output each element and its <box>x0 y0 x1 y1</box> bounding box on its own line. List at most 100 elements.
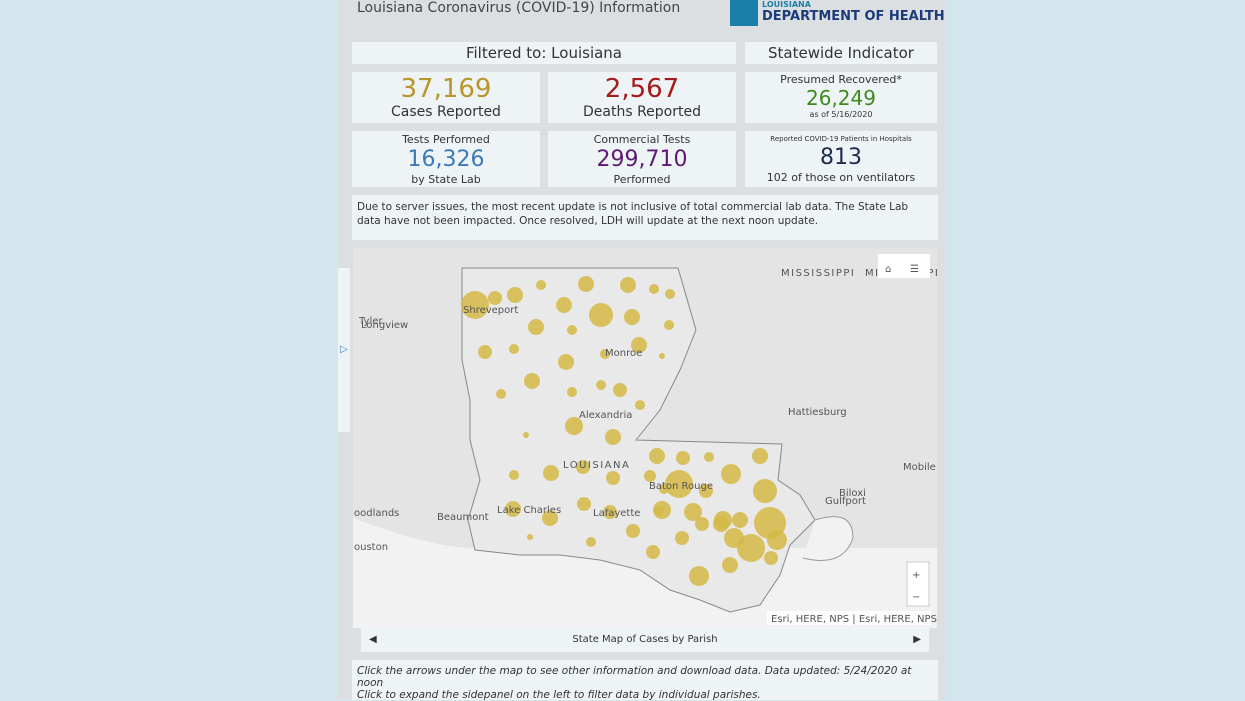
commercial-title: Commercial Tests <box>593 133 691 146</box>
parish-marker <box>567 387 577 397</box>
recovered-title: Presumed Recovered* <box>780 73 902 86</box>
parish-marker <box>704 452 714 462</box>
tests-note: by State Lab <box>411 173 481 186</box>
hospital-value: 813 <box>820 145 862 170</box>
attribution: Esri, HERE, NPS | Esri, HERE, NPS <box>771 614 937 625</box>
parish-marker <box>488 291 502 305</box>
parish-marker <box>644 470 656 482</box>
map-label: Gulfport <box>825 496 866 507</box>
map-label: ouston <box>354 542 388 553</box>
indicator-bar: Statewide Indicator <box>745 42 937 64</box>
parish-marker <box>507 287 523 303</box>
legend-button[interactable]: ☰ <box>910 264 919 275</box>
parish-marker <box>767 530 787 550</box>
recovered-value: 26,249 <box>806 86 876 110</box>
deaths-label: Deaths Reported <box>583 104 701 120</box>
parish-marker <box>752 448 768 464</box>
parish-marker <box>626 524 640 538</box>
parish-marker <box>567 325 577 335</box>
parish-marker <box>556 297 572 313</box>
recovered-note: as of 5/16/2020 <box>809 110 873 119</box>
parish-marker <box>589 303 613 327</box>
notice: Due to server issues, the most recent up… <box>352 195 938 240</box>
zoom-in[interactable]: + <box>912 570 920 581</box>
cases-label: Cases Reported <box>391 104 501 120</box>
tests-value: 16,326 <box>407 147 485 172</box>
hospital-note: 102 of those on ventilators <box>766 171 916 184</box>
tests-card: Tests Performed 16,326 by State Lab <box>352 131 540 187</box>
parish-marker <box>586 537 596 547</box>
parish-marker <box>478 345 492 359</box>
parish-marker <box>600 349 610 359</box>
map-label: MISSISSIPPI <box>781 268 855 279</box>
parish-marker <box>603 505 617 519</box>
parish-marker <box>509 344 519 354</box>
map-label: Hattiesburg <box>788 407 847 418</box>
parish-marker <box>631 337 647 353</box>
parish-marker <box>664 320 674 330</box>
parish-marker <box>659 484 669 494</box>
parish-marker <box>536 280 546 290</box>
deaths-value: 2,567 <box>604 74 680 104</box>
map-label: Longview <box>361 320 408 331</box>
parish-marker <box>764 551 778 565</box>
parish-marker <box>665 289 675 299</box>
cases-value: 37,169 <box>400 74 492 104</box>
parish-marker <box>737 534 765 562</box>
parish-marker <box>496 389 506 399</box>
hospital-card: Reported COVID-19 Patients in Hospitals … <box>745 131 937 187</box>
parish-marker <box>721 464 741 484</box>
parish-marker <box>649 284 659 294</box>
next-arrow[interactable]: ▶ <box>913 634 921 645</box>
parish-marker <box>524 373 540 389</box>
logo-top: LOUISIANA <box>762 0 811 9</box>
parish-marker <box>695 517 709 531</box>
parish-marker <box>565 417 583 435</box>
map-caption: State Map of Cases by Parish <box>572 634 718 645</box>
parish-marker <box>606 471 620 485</box>
parish-marker <box>646 545 660 559</box>
sidepanel-toggle[interactable]: ▷ <box>338 268 350 432</box>
parish-marker <box>722 557 738 573</box>
recovered-card: Presumed Recovered* 26,249 as of 5/16/20… <box>745 72 937 123</box>
zoom-out[interactable]: − <box>912 592 920 603</box>
commercial-card: Commercial Tests 299,710 Performed <box>548 131 736 187</box>
tests-title: Tests Performed <box>402 133 490 146</box>
parish-marker <box>649 448 665 464</box>
filter-bar: Filtered to: Louisiana <box>352 42 736 64</box>
map-label: Baton Rouge <box>649 481 713 492</box>
parish-marker <box>509 470 519 480</box>
lake <box>802 516 854 561</box>
map-label: LOUISIANA <box>563 460 630 471</box>
parish-marker <box>699 484 713 498</box>
parish-marker <box>558 354 574 370</box>
parish-marker <box>635 400 645 410</box>
parish-marker <box>576 460 590 474</box>
map-label: Biloxi <box>839 488 866 499</box>
prev-arrow[interactable]: ◀ <box>369 634 377 645</box>
logo-icon <box>730 0 758 26</box>
parish-marker <box>543 465 559 481</box>
parish-marker <box>523 432 529 438</box>
footer: Click the arrows under the map to see ot… <box>352 660 938 701</box>
home-button[interactable]: ⌂ <box>885 264 891 275</box>
footer-line: Click to expand the sidepanel on the lef… <box>357 689 761 701</box>
map-tools[interactable] <box>878 254 930 278</box>
parish-marker <box>654 506 664 516</box>
map-label: Beaumont <box>437 512 489 523</box>
parish-marker <box>505 501 521 517</box>
zoom-control[interactable] <box>906 561 930 607</box>
parish-marker <box>675 531 689 545</box>
map-label: Lafayette <box>593 508 640 519</box>
map-label: Tyler <box>358 316 383 327</box>
cases-card: 37,169 Cases Reported <box>352 72 540 123</box>
parish-marker <box>527 534 533 540</box>
parish-marker <box>624 309 640 325</box>
attribution-bg <box>767 611 931 625</box>
parish-marker <box>542 510 558 526</box>
parish-marker <box>659 353 665 359</box>
commercial-note: Performed <box>613 173 671 186</box>
parish-marker <box>528 319 544 335</box>
